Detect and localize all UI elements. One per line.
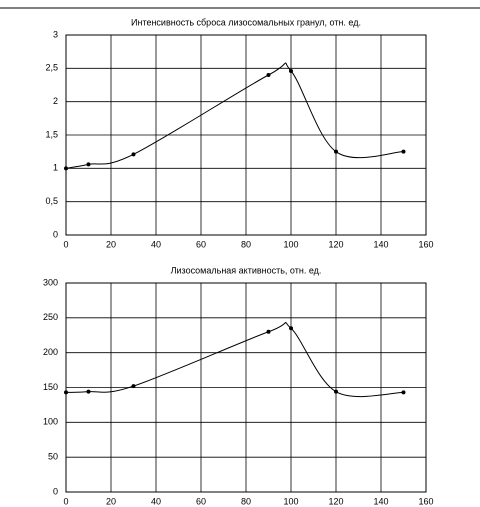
x-tick-label: 120 — [328, 496, 343, 506]
data-point — [401, 149, 406, 154]
data-point — [64, 390, 68, 395]
data-point — [334, 149, 338, 154]
y-tick-label: 0 — [53, 229, 58, 239]
x-tick-label: 20 — [106, 239, 116, 249]
y-tick-label: 2 — [53, 96, 58, 106]
data-point — [86, 389, 91, 394]
data-point — [131, 152, 136, 157]
y-tick-label: 3 — [53, 29, 58, 39]
x-tick-label: 0 — [63, 496, 68, 506]
x-tick-label: 40 — [151, 496, 161, 506]
plot-frame — [65, 282, 427, 493]
x-tick-label: 80 — [241, 496, 251, 506]
y-tick-label: 1 — [53, 163, 58, 173]
data-point — [289, 69, 293, 73]
data-point — [266, 329, 271, 334]
y-tick-label: 50 — [48, 452, 58, 462]
x-tick-label: 80 — [241, 239, 251, 249]
plot-frame — [65, 34, 427, 236]
x-tick-label: 60 — [196, 239, 206, 249]
y-tick-label: 2,5 — [45, 63, 58, 73]
y-tick-label: 100 — [43, 417, 58, 427]
data-point — [334, 389, 338, 394]
data-point — [64, 166, 68, 171]
data-point — [131, 384, 136, 389]
x-tick-label: 20 — [106, 496, 116, 506]
x-tick-label: 160 — [418, 496, 433, 506]
y-tick-label: 0 — [53, 486, 58, 496]
y-tick-label: 1,5 — [45, 129, 58, 139]
chart-title: Интенсивность сброса лизосомальных грану… — [131, 17, 361, 27]
x-tick-label: 140 — [373, 239, 388, 249]
x-tick-label: 60 — [196, 496, 206, 506]
data-line — [65, 321, 404, 398]
data-point — [401, 390, 406, 395]
data-point — [289, 326, 293, 331]
chart-title: Лизосомальная активность, отн. ед. — [171, 265, 322, 275]
x-tick-label: 120 — [328, 239, 343, 249]
x-tick-label: 40 — [151, 239, 161, 249]
x-tick-label: 100 — [283, 239, 298, 249]
y-tick-label: 200 — [43, 347, 58, 357]
y-tick-label: 250 — [43, 312, 58, 322]
y-tick-label: 0,5 — [45, 196, 58, 206]
y-tick-label: 150 — [43, 382, 58, 392]
data-point — [86, 162, 91, 167]
data-point — [266, 73, 271, 77]
x-tick-label: 160 — [418, 239, 433, 249]
x-tick-label: 0 — [63, 239, 68, 249]
x-tick-label: 140 — [373, 496, 388, 506]
y-tick-label: 300 — [43, 277, 58, 287]
data-line — [65, 62, 404, 169]
x-tick-label: 100 — [283, 496, 298, 506]
